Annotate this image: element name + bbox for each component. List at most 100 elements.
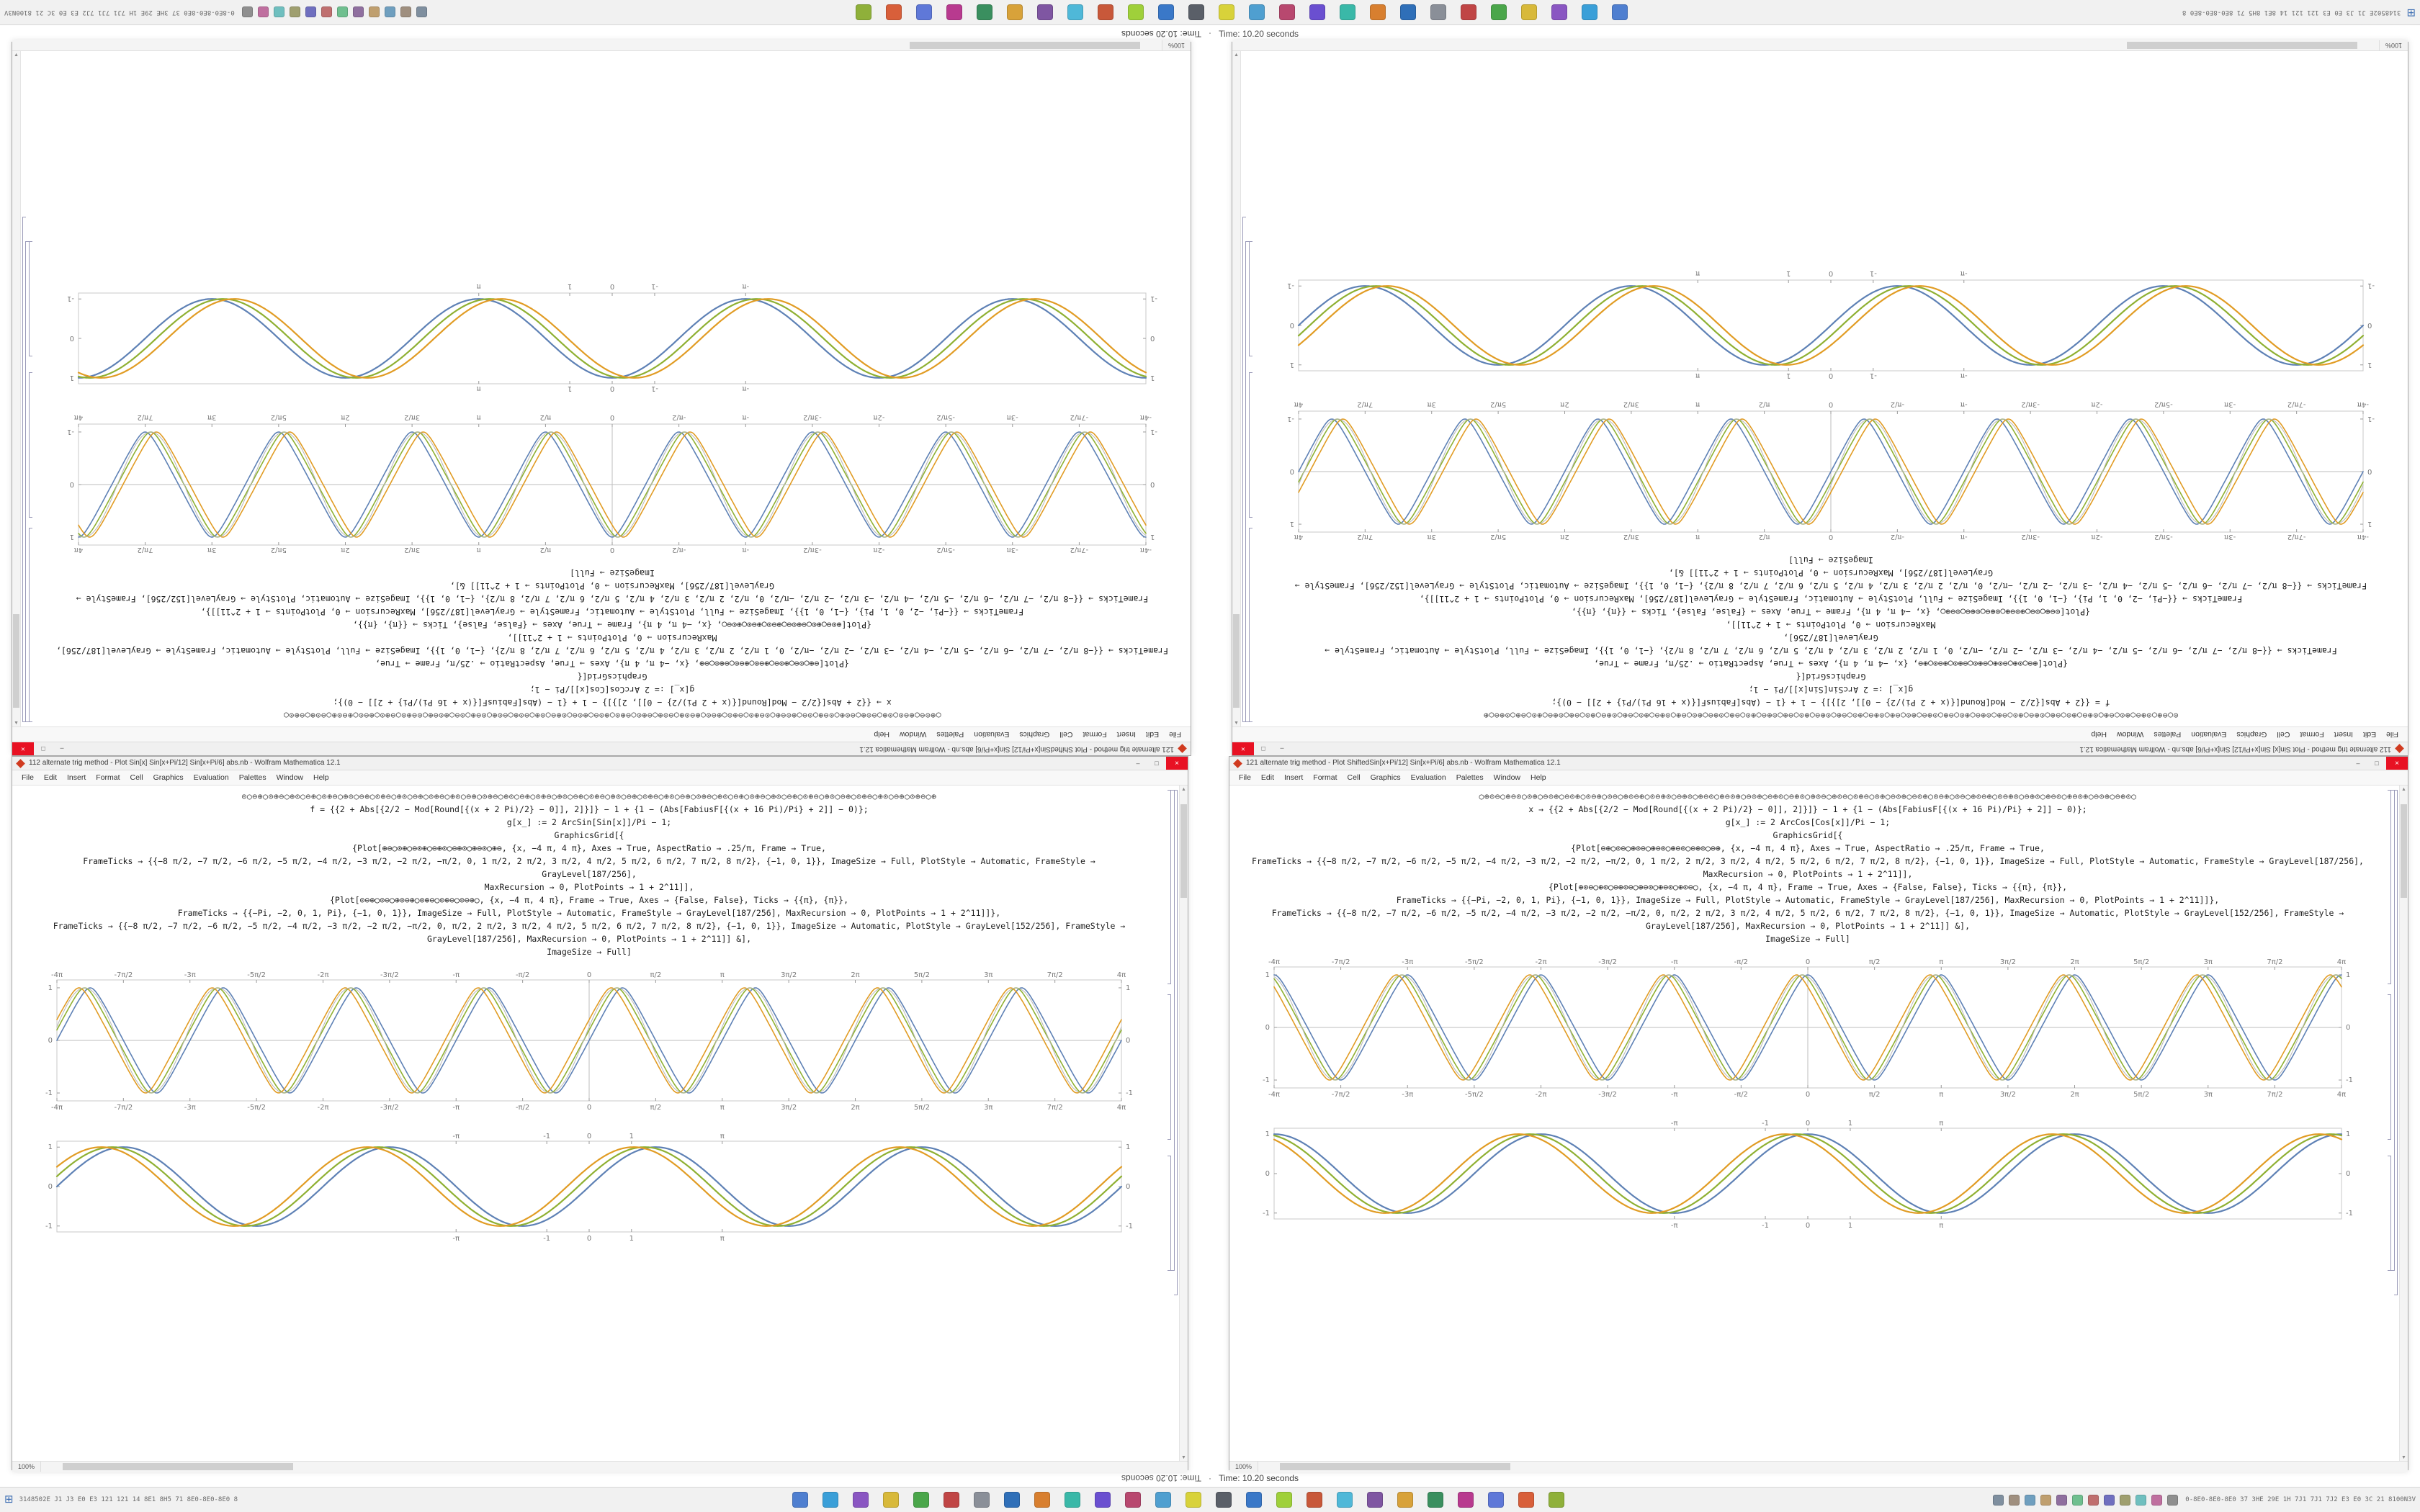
scroll-down-icon[interactable]: ▼ — [14, 52, 19, 57]
tray-icon-8[interactable] — [305, 6, 316, 18]
horizontal-scrollbar[interactable] — [41, 1462, 1188, 1472]
maximize-button[interactable]: □ — [1155, 760, 1159, 767]
app-icon-2[interactable] — [823, 1492, 838, 1508]
app-icon-14[interactable] — [1219, 4, 1234, 20]
menu-file[interactable]: File — [2386, 730, 2398, 739]
window-titlebar[interactable]: 121 alternate trig method - Plot Shifted… — [1229, 757, 2408, 770]
input-code-cell[interactable]: ⊙○⊖⊕○⊙⊕⊖○⊕⊙○⊖⊕○⊙⊕⊖○⊕⊙○⊖⊕○⊙⊕⊖○⊕⊙○⊖⊕○⊙⊕⊖○⊕… — [1276, 554, 2386, 722]
menu-palettes[interactable]: Palettes — [1456, 773, 1484, 782]
close-button[interactable]: × — [1232, 742, 1254, 755]
minimize-button[interactable]: – — [1136, 760, 1140, 767]
maximize-button[interactable]: □ — [2375, 760, 2379, 767]
menu-palettes[interactable]: Palettes — [238, 773, 266, 782]
app-icon-20[interactable] — [1367, 1492, 1383, 1508]
menu-evaluation[interactable]: Evaluation — [974, 730, 1010, 739]
tray-icon-9[interactable] — [2120, 1494, 2131, 1506]
window-titlebar[interactable]: 112 alternate trig method - Plot Sin[x] … — [12, 757, 1188, 770]
tray-icon-10[interactable] — [273, 6, 284, 18]
app-icon-1[interactable] — [1612, 4, 1628, 20]
magnification-control[interactable]: 100% — [2378, 40, 2408, 50]
tray-icon-6[interactable] — [336, 6, 348, 18]
tray-icon-1[interactable] — [1993, 1494, 2004, 1506]
cell-bracket-group[interactable] — [1171, 790, 1175, 1271]
scrollbar-thumb[interactable] — [2126, 42, 2357, 49]
app-icon-2[interactable] — [1582, 4, 1597, 20]
tray-icon-4[interactable] — [368, 6, 380, 18]
menu-cell[interactable]: Cell — [130, 773, 143, 782]
start-icon[interactable]: ⊞ — [4, 1493, 14, 1506]
app-icon-13[interactable] — [1249, 4, 1265, 20]
menu-help[interactable]: Help — [2091, 730, 2107, 739]
app-icon-24[interactable] — [916, 4, 932, 20]
menu-cell[interactable]: Cell — [1347, 773, 1361, 782]
window-titlebar[interactable]: 121 alternate trig method - Plot Shifted… — [12, 742, 1191, 755]
menu-cell[interactable]: Cell — [1059, 730, 1073, 739]
tray-icon-5[interactable] — [2056, 1494, 2068, 1506]
input-code-cell[interactable]: ○⊕⊙⊖○⊕⊖⊙○⊙⊕○⊖⊙⊕○⊖⊙⊕○⊙⊖⊕○⊙⊖○⊕⊙⊖⊕○⊙⊖⊕⊙○⊖⊕⊙… — [55, 567, 1169, 722]
app-icon-10[interactable] — [1340, 4, 1355, 20]
scroll-up-icon[interactable]: ▲ — [14, 720, 19, 725]
scrollbar-thumb[interactable] — [2401, 804, 2407, 898]
notebook-area[interactable]: ⊙○⊖⊕○⊙⊕⊖○⊕⊙○⊖⊕○⊙⊕⊖○⊕⊙○⊖⊕○⊙⊕⊖○⊕⊙○⊖⊕○⊙⊕⊖○⊕… — [12, 786, 1188, 1472]
minimize-button[interactable]: – — [1280, 745, 1284, 752]
tray-icon-3[interactable] — [384, 6, 395, 18]
maximize-button[interactable]: □ — [1261, 745, 1265, 752]
menu-evaluation[interactable]: Evaluation — [2191, 730, 2227, 739]
cell-bracket[interactable] — [1168, 790, 1171, 984]
tray-icon-5[interactable] — [352, 6, 364, 18]
cell-bracket-outer[interactable] — [22, 217, 26, 722]
input-code-cell[interactable]: ○⊕⊙⊖○⊕⊖⊙○⊙⊕○⊖⊙⊕○⊖⊙⊕○⊙⊖⊕○⊙⊖○⊕⊙⊖⊕○⊙⊖⊕⊙○⊖⊕⊙… — [1251, 790, 2365, 945]
scrollbar-thumb[interactable] — [13, 614, 19, 708]
app-icon-3[interactable] — [1551, 4, 1567, 20]
horizontal-scrollbar[interactable] — [1232, 40, 2379, 50]
scrollbar-thumb[interactable] — [1233, 614, 1240, 708]
menu-format[interactable]: Format — [2300, 730, 2324, 739]
tray-icon-6[interactable] — [2072, 1494, 2084, 1506]
close-button[interactable]: × — [1166, 757, 1188, 770]
maximize-button[interactable]: □ — [41, 745, 45, 752]
scrollbar-thumb[interactable] — [1280, 1463, 1511, 1470]
app-icon-18[interactable] — [1307, 1492, 1322, 1508]
app-icon-25[interactable] — [886, 4, 902, 20]
tray-icon-11[interactable] — [2151, 1494, 2163, 1506]
menu-graphics[interactable]: Graphics — [1370, 773, 1401, 782]
scroll-down-icon[interactable]: ▼ — [2401, 1455, 2406, 1460]
app-icon-7[interactable] — [974, 1492, 990, 1508]
menu-file[interactable]: File — [1169, 730, 1181, 739]
app-icon-23[interactable] — [1458, 1492, 1474, 1508]
scrollbar-thumb[interactable] — [63, 1463, 294, 1470]
notebook-area[interactable]: ⊙○⊖⊕○⊙⊕⊖○⊕⊙○⊖⊕○⊙⊕⊖○⊕⊙○⊖⊕○⊙⊕⊖○⊕⊙○⊖⊕○⊙⊕⊖○⊕… — [1232, 40, 2408, 726]
app-icon-19[interactable] — [1067, 4, 1083, 20]
app-icon-18[interactable] — [1098, 4, 1113, 20]
app-icon-19[interactable] — [1337, 1492, 1353, 1508]
app-icon-20[interactable] — [1037, 4, 1053, 20]
menu-graphics[interactable]: Graphics — [2236, 730, 2267, 739]
tray-icon-11[interactable] — [257, 6, 269, 18]
tray-icon-8[interactable] — [2104, 1494, 2115, 1506]
menu-file[interactable]: File — [1239, 773, 1251, 782]
app-icon-5[interactable] — [1491, 4, 1507, 20]
vertical-scrollbar[interactable]: ▲ ▼ — [1179, 786, 1188, 1462]
app-icon-26[interactable] — [1549, 1492, 1564, 1508]
app-icon-10[interactable] — [1065, 1492, 1080, 1508]
app-icon-21[interactable] — [1397, 1492, 1413, 1508]
app-icon-11[interactable] — [1095, 1492, 1111, 1508]
menu-window[interactable]: Window — [899, 730, 927, 739]
app-icon-17[interactable] — [1276, 1492, 1292, 1508]
app-icon-12[interactable] — [1279, 4, 1295, 20]
app-icon-9[interactable] — [1370, 4, 1386, 20]
app-icon-15[interactable] — [1188, 4, 1204, 20]
menu-graphics[interactable]: Graphics — [1019, 730, 1050, 739]
menu-help[interactable]: Help — [313, 773, 329, 782]
tray-icon-2[interactable] — [2009, 1494, 2020, 1506]
cell-bracket[interactable] — [1249, 372, 1252, 518]
tray-icon-4[interactable] — [2040, 1494, 2052, 1506]
app-icon-14[interactable] — [1186, 1492, 1201, 1508]
app-icon-25[interactable] — [1518, 1492, 1534, 1508]
app-icon-1[interactable] — [792, 1492, 808, 1508]
close-button[interactable]: × — [12, 742, 34, 755]
menu-help[interactable]: Help — [1531, 773, 1546, 782]
cell-bracket[interactable] — [29, 528, 32, 722]
tray-icon-9[interactable] — [289, 6, 300, 18]
cell-bracket[interactable] — [2388, 790, 2391, 984]
